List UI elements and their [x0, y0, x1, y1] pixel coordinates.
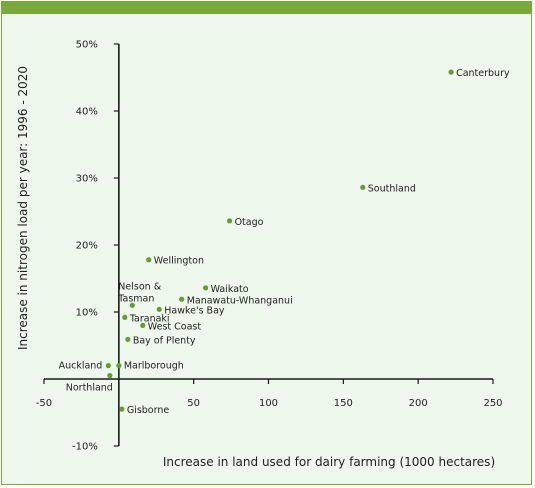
- point-label: Waikato: [211, 284, 249, 295]
- point-label: Canterbury: [456, 68, 510, 79]
- x-tick-label: 150: [334, 398, 353, 409]
- point-label: Wellington: [154, 256, 204, 267]
- data-point: [119, 406, 125, 412]
- x-tick-label: -50: [36, 398, 52, 409]
- x-axis-title: Increase in land used for dairy farming …: [163, 455, 495, 469]
- y-tick-label: 30%: [76, 174, 98, 185]
- y-tick-label: -10%: [72, 442, 98, 453]
- point-label: Gisborne: [127, 405, 170, 416]
- data-point: [146, 257, 152, 263]
- y-tick-label: 10%: [76, 308, 98, 319]
- point-label: Otago: [235, 217, 264, 228]
- x-tick-label: 100: [259, 398, 278, 409]
- data-point: [179, 296, 185, 302]
- data-point: [129, 302, 135, 308]
- x-tick-label: 200: [409, 398, 428, 409]
- point-label: Taranaki: [129, 313, 170, 324]
- data-point: [448, 69, 454, 75]
- y-axis-title: Increase in nitrogen load per year: 1996…: [16, 66, 30, 350]
- point-label: Northland: [66, 383, 113, 394]
- data-point: [203, 285, 209, 291]
- data-points: Canterbury Southland Otago Wellington Waikat…: [59, 68, 510, 416]
- data-point: [360, 184, 366, 190]
- x-tick-label: 250: [483, 398, 502, 409]
- point-label: Southland: [368, 183, 416, 194]
- point-label: Auckland: [59, 361, 103, 372]
- data-point: [140, 322, 146, 328]
- data-point: [226, 218, 233, 224]
- data-point: [122, 314, 128, 320]
- y-tick-label: 40%: [76, 107, 98, 118]
- data-point: [125, 336, 131, 343]
- header-accent-bar: [1, 1, 532, 14]
- point-label: Nelson & Tasman: [117, 281, 161, 304]
- point-label: Marlborough: [124, 361, 184, 372]
- x-tick-label: 50: [187, 398, 200, 409]
- point-label: Bay of Plenty: [133, 335, 196, 346]
- y-tick-label: 50%: [76, 40, 98, 51]
- data-point: [116, 363, 122, 369]
- data-point: [105, 363, 111, 369]
- point-label: Hawke's Bay: [164, 305, 225, 316]
- axes: -50 50 100 150 200 250 -10% 10% 20% 30% 40% 50%: [36, 40, 503, 453]
- y-tick-label: 20%: [76, 241, 98, 252]
- point-label: Manawatu-Whanganui: [187, 295, 293, 306]
- data-point: [107, 373, 113, 379]
- point-label: West Coast: [148, 321, 202, 332]
- data-point: [156, 306, 162, 312]
